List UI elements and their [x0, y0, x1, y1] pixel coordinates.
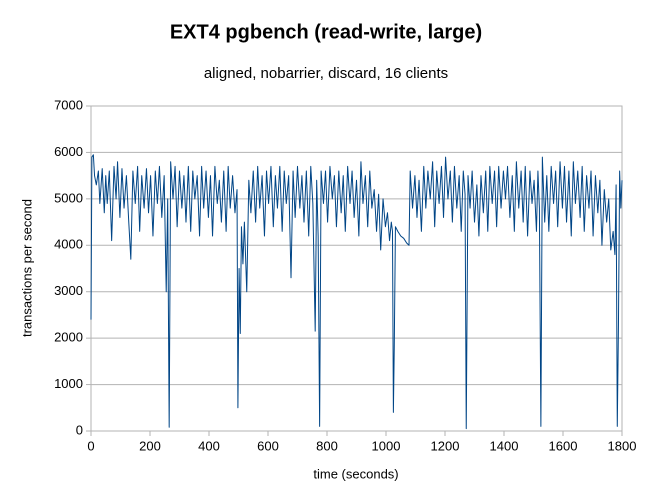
y-tick-label: 6000: [54, 144, 83, 159]
y-tick-label: 1000: [54, 376, 83, 391]
x-tick-label: 600: [257, 438, 279, 453]
y-axis-label: transactions per second: [19, 199, 34, 337]
x-tick-label: 1200: [431, 438, 460, 453]
y-tick-label: 5000: [54, 190, 83, 205]
x-tick-label: 1400: [490, 438, 519, 453]
x-tick-label: 0: [87, 438, 94, 453]
x-tick-label: 400: [198, 438, 220, 453]
y-tick-label: 2000: [54, 330, 83, 345]
y-tick-label: 0: [76, 422, 83, 437]
x-tick-label: 1600: [549, 438, 578, 453]
x-tick-label: 800: [316, 438, 338, 453]
chart-title: EXT4 pgbench (read-write, large): [170, 21, 482, 43]
x-tick-label: 1800: [608, 438, 637, 453]
y-tick-label: 4000: [54, 237, 83, 252]
data-line: [90, 154, 623, 430]
chart-subtitle: aligned, nobarrier, discard, 16 clients: [204, 65, 448, 82]
plot-border: [90, 105, 623, 432]
x-axis-label: time (seconds): [313, 466, 398, 481]
y-tick-label: 7000: [54, 97, 83, 112]
x-tick-label: 200: [139, 438, 161, 453]
x-tick-label: 1000: [372, 438, 401, 453]
y-tick-label: 3000: [54, 283, 83, 298]
